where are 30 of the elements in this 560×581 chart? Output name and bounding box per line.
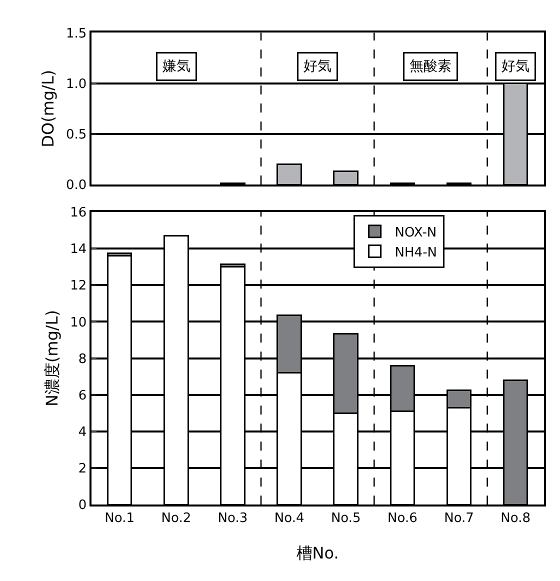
x-tick-label: No.6	[388, 511, 418, 526]
y-tick-label: 10	[70, 315, 87, 330]
x-tick-label: No.4	[274, 511, 304, 526]
x-tick-label: No.1	[104, 511, 135, 526]
y-tick-label: 6	[78, 388, 87, 404]
annotation: 好気	[304, 58, 332, 74]
x-tick-label: No.3	[218, 511, 248, 526]
x-tick-label: No.2	[161, 511, 192, 526]
y-tick-label: 2	[78, 462, 87, 477]
annotation: 好気	[502, 58, 530, 74]
x-axis-title: 槽No.	[296, 543, 339, 562]
y-tick-label: 1.5	[66, 26, 87, 42]
y-tick-label: 16	[70, 206, 87, 221]
y-tick-label: 4	[78, 425, 87, 440]
y-tick-label: 14	[70, 242, 87, 258]
x-tick-label: No.8	[500, 511, 531, 526]
y-axis-title: N濃度(mg/L)	[42, 310, 62, 407]
y-tick-label: 12	[70, 278, 87, 294]
y-tick-label: 0.0	[66, 178, 87, 194]
x-tick-label: No.5	[330, 511, 361, 526]
y-tick-label: 8	[78, 352, 87, 367]
y-tick-label: 0.5	[66, 127, 87, 142]
legend-label: NH4-N	[394, 245, 437, 260]
y-tick-label: 0	[78, 498, 87, 514]
annotation: 無酸素	[410, 58, 452, 74]
legend-label: NOX-N	[394, 225, 437, 240]
x-tick-label: No.7	[444, 511, 474, 526]
y-tick-label: 1.0	[66, 76, 87, 92]
annotation: 嫌気	[162, 58, 190, 74]
y-axis-title: DO(mg/L)	[38, 70, 58, 148]
